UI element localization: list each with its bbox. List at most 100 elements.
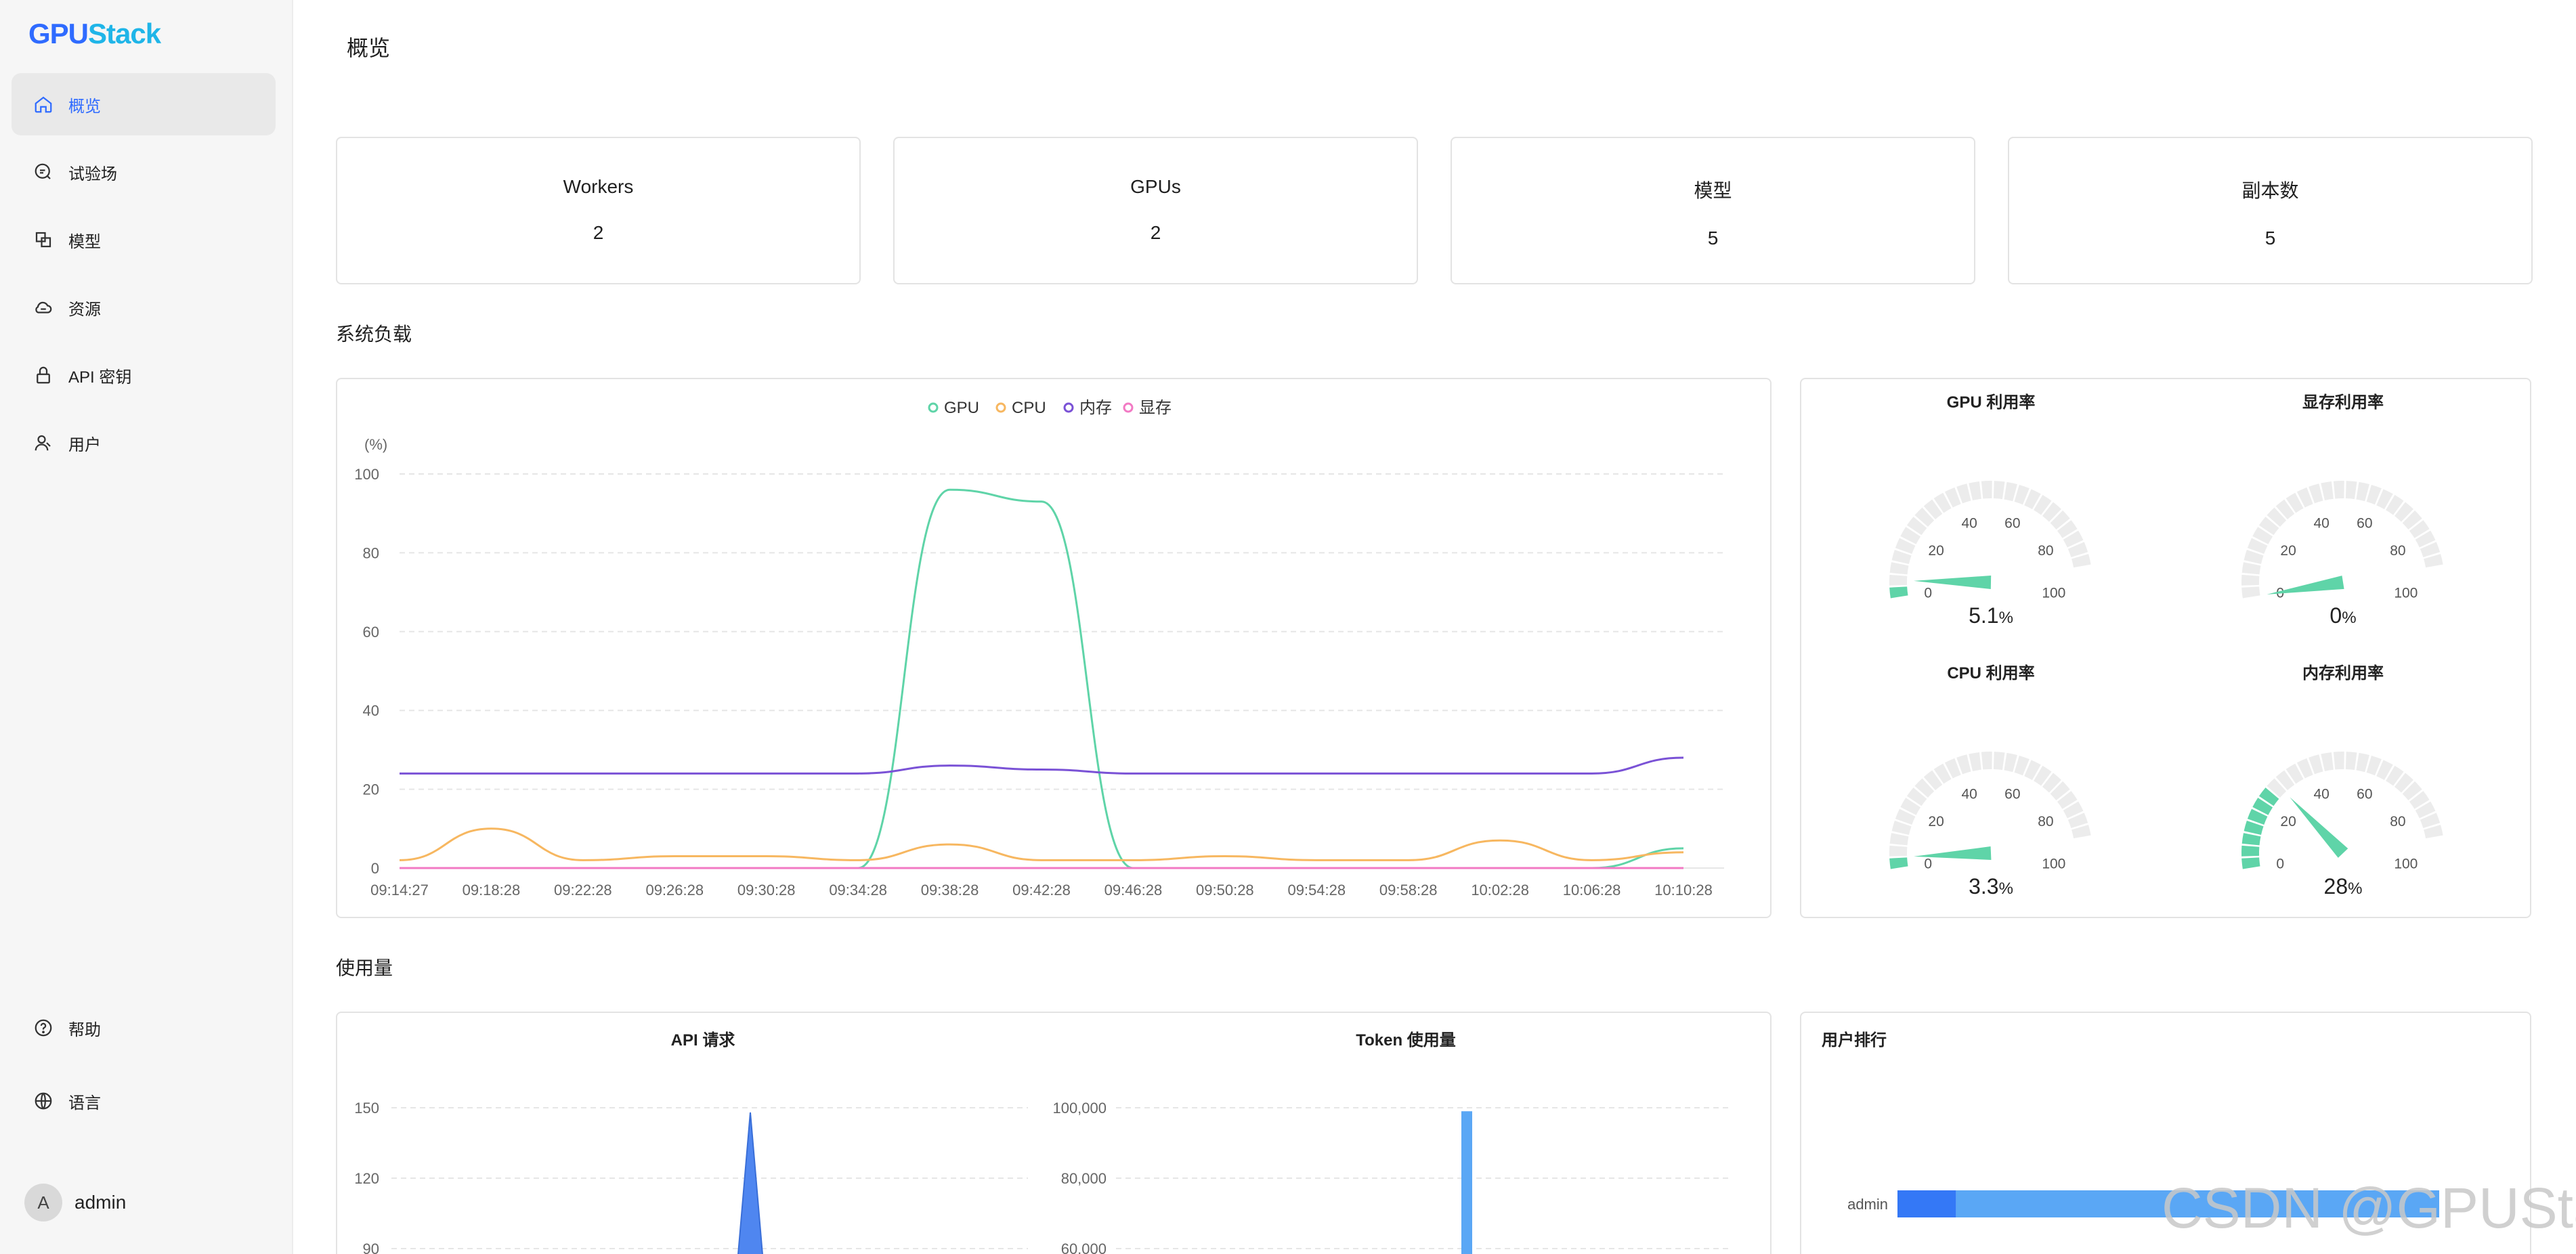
gauge-segment [2247,808,2268,825]
gauge-needle [2267,576,2344,594]
gauge-segment [2285,763,2304,784]
stat-title: 副本数 [2241,180,2299,201]
y-tick-label: 90 [363,1240,379,1254]
sidebar-item-overview[interactable]: 概览 [12,73,276,135]
section-title-system-load: 系统负载 [336,324,412,345]
gauge-segment [2402,781,2422,801]
x-tick-label: 10:02:28 [1471,882,1529,899]
sidebar-item-label: 试验场 [68,165,117,183]
user-menu[interactable]: A admin [24,1184,126,1221]
sidebar-item-playground[interactable]: 试验场 [12,141,276,203]
stat-card-gpus: GPUs 2 [893,137,1418,284]
gauge-value: 28% [2324,874,2363,899]
gauge-segment [2333,752,2344,770]
gauge-segment [2395,773,2413,793]
gauge-segment [2386,494,2404,515]
gauge-segment [2275,499,2295,519]
sidebar-item-help[interactable]: 帮助 [12,997,276,1059]
stat-value: 5 [1707,228,1719,248]
sidebar-item-label: 用户 [68,435,101,454]
gauge-segment [1956,754,1971,775]
series-line-0 [400,488,1684,869]
sidebar-item-users[interactable]: 用户 [12,412,276,474]
gauge-segment [2042,502,2061,522]
gauge-segment [1923,770,1943,790]
series-line-2 [400,756,1684,775]
gauge-segment [2402,510,2422,530]
stat-value: 5 [2264,228,2276,248]
gauge-tick-label: 0 [1924,586,1932,601]
gauge-segment [1969,481,1981,500]
gauge-title: 显存利用率 [2302,393,2384,412]
sidebar-item-resources[interactable]: 资源 [12,276,276,339]
gauge-segment [1889,857,1908,869]
gauge-tick-label: 20 [1928,543,1944,559]
gauge-tick-label: 0 [1924,857,1932,872]
gauge-segment [2345,752,2357,771]
gauge-segment [1923,499,1943,519]
gauge-title: 内存利用率 [2302,664,2384,683]
gauge-segment [1889,833,1909,846]
gauge-segment [1933,492,1952,513]
legend-label: 内存 [1079,399,1112,417]
gauge-tick-label: 20 [2280,814,2296,829]
gauge-segment [1993,752,2005,771]
user-name: admin [74,1192,127,1213]
chart-title: 用户排行 [1822,1031,1887,1050]
gauge-segment [2415,801,2436,819]
gauge-segment [2345,481,2357,500]
y-tick-label: 40 [363,702,379,719]
gauge-tick-label: 80 [2038,814,2053,829]
app-logo[interactable]: GPUStack [28,18,161,49]
gauge-needle [1914,576,1992,589]
gauge-segment [2014,755,2030,776]
gauge-segment [2285,492,2304,513]
home-icon [32,93,55,116]
gauge-tick-label: 100 [2394,857,2418,872]
cloud-icon [32,296,55,319]
y-tick-label: admin [1847,1196,1888,1213]
gauge-segment [2241,833,2261,846]
gauge-value: 0% [2330,603,2356,628]
y-tick-label: 0 [371,860,379,877]
x-tick-label: 10:10:28 [1654,882,1713,899]
x-tick-label: 09:26:28 [645,882,704,899]
legend-marker [1063,402,1074,413]
gauge-segment [1969,752,1981,771]
stat-card-workers: Workers 2 [336,137,861,284]
gauge-segment [2267,507,2287,527]
usage-chart-panel: API 请求 Token 使用量 150 120 90 100,000 80,000 60,0… [336,1012,1772,1254]
gauge-segment [1895,808,1916,825]
lock-icon [32,364,55,387]
y-tick-label: 80 [363,544,379,561]
gauge-segment [2063,801,2084,819]
gauge-segment [1889,574,1908,586]
gauge-segment [1993,481,2005,500]
system-load-chart: 0 20 40 60 80 100 (%) 09:14:27 09:18:28 09:22:28 0… [354,399,1724,899]
gauge-segment [2057,520,2078,538]
gauge-segment [2267,778,2287,798]
stat-title: Workers [563,176,634,197]
gauge-segment [2241,574,2260,586]
globe-icon [32,1089,55,1112]
gauge-segment [2241,845,2260,857]
stat-card-models: 模型 5 [1451,137,1975,284]
gauge-tick-label: 80 [2038,543,2053,559]
x-tick-label: 10:06:28 [1563,882,1621,899]
sidebar-item-api-keys[interactable]: API 密钥 [12,344,276,406]
gauge-segment [2057,791,2078,809]
gauge-segment [2420,813,2441,829]
gauge-value: 5.1% [1969,603,2013,628]
chart-title: Token 使用量 [1356,1031,1456,1050]
y-tick-label: 80,000 [1061,1170,1107,1187]
help-icon [32,1016,55,1039]
gauge-segment [2395,502,2413,522]
usage-charts: API 请求 Token 使用量 150 120 90 100,000 80,000 60,0… [354,1031,1732,1254]
gauge-segment [1933,763,1952,784]
sidebar-item-models[interactable]: 模型 [12,209,276,271]
gauge-segment [2258,517,2279,536]
legend-label: CPU [1012,399,1046,417]
gauge-segment [2042,773,2061,793]
sidebar-item-language[interactable]: 语言 [12,1070,276,1132]
gauge-segment [2321,481,2334,500]
